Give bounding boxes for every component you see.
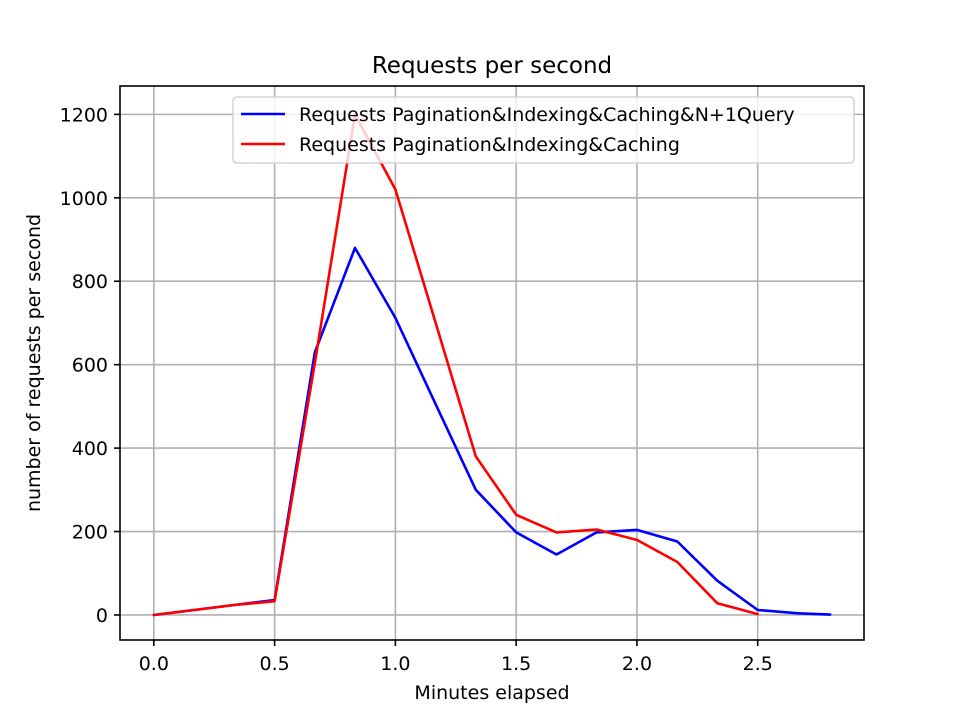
x-tick-label: 1.5 (501, 653, 531, 675)
y-tick-label: 400 (72, 438, 108, 460)
x-tick-label: 1.0 (380, 653, 410, 675)
x-tick-label: 0.0 (139, 653, 169, 675)
x-tick-label: 2.0 (622, 653, 652, 675)
legend-label-1: Requests Pagination&Indexing&Caching&N+1… (299, 104, 795, 126)
y-tick-label: 1200 (60, 104, 108, 126)
y-tick-label: 200 (72, 522, 108, 544)
series-line-2 (152, 113, 760, 617)
chart-title: Requests per second (372, 53, 612, 79)
plot-frame (119, 85, 865, 641)
series-layer (152, 113, 832, 617)
y-tick-label: 600 (72, 355, 108, 377)
ticks: 0.0 0.5 1.0 1.5 2.0 2.5 0 200 400 600 800 1000 1200 (60, 104, 773, 675)
legend-label-2: Requests Pagination&Indexing&Caching (299, 134, 680, 156)
y-tick-label: 800 (72, 271, 108, 293)
x-axis-label: Minutes elapsed (414, 682, 569, 704)
y-tick-label: 1000 (60, 188, 108, 210)
legend: Requests Pagination&Indexing&Caching&N+1… (232, 96, 855, 164)
grid (120, 86, 864, 640)
x-tick-label: 0.5 (259, 653, 289, 675)
y-tick-label: 0 (96, 605, 108, 627)
legend-box (232, 96, 855, 164)
y-axis-label: number of requests per second (23, 214, 45, 512)
x-tick-label: 2.5 (743, 653, 773, 675)
